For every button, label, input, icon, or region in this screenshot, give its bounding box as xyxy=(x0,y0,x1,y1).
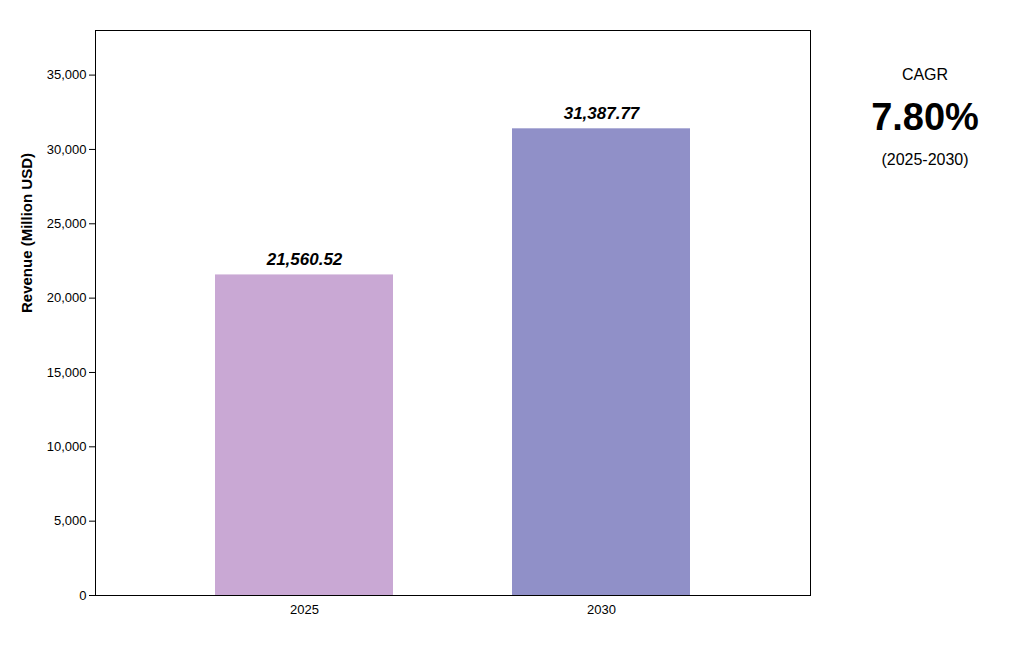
svg-text:15,000: 15,000 xyxy=(47,365,87,380)
svg-text:20,000: 20,000 xyxy=(47,290,87,305)
html-text:CAGR: CAGR xyxy=(901,66,949,83)
html-text:(2025-2030): (2025-2030) xyxy=(881,151,969,168)
svg-text:Revenue (Million USD): Revenue (Million USD) xyxy=(18,153,35,313)
svg-text:5,000: 5,000 xyxy=(54,513,87,528)
svg-text:30,000: 30,000 xyxy=(47,142,87,157)
svg-text:10,000: 10,000 xyxy=(47,439,87,454)
svg-text:35,000: 35,000 xyxy=(47,67,87,82)
svg-text:2025: 2025 xyxy=(290,602,319,617)
svg-text:21,560.52: 21,560.52 xyxy=(266,250,343,269)
svg-text:0: 0 xyxy=(79,588,86,603)
svg-text:31,387.77: 31,387.77 xyxy=(564,104,641,123)
html-text:7.80%: 7.80% xyxy=(871,96,979,138)
svg-text:25,000: 25,000 xyxy=(47,216,87,231)
svg-text:2030: 2030 xyxy=(587,602,616,617)
